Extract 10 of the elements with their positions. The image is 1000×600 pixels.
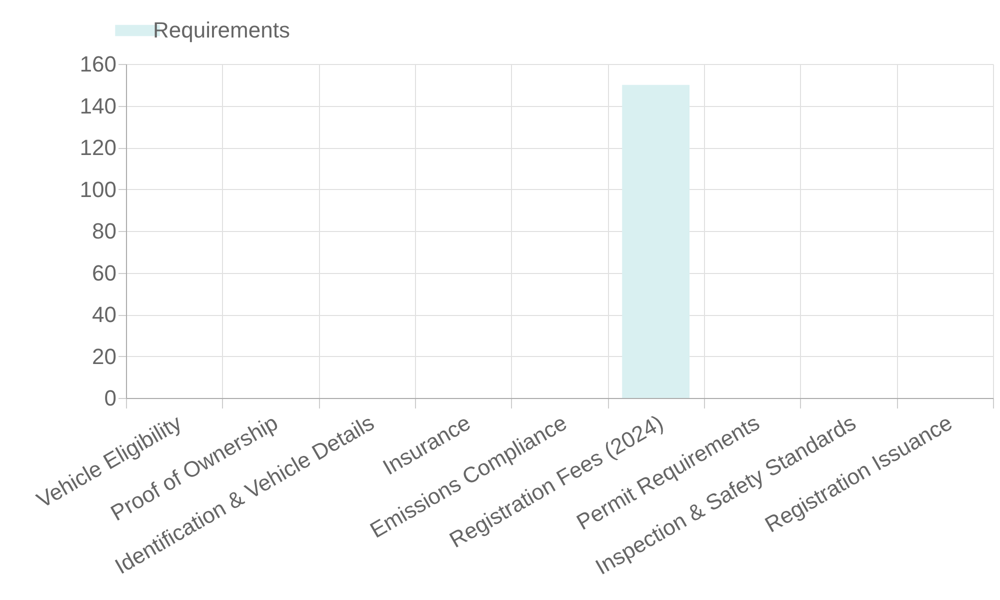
y-tick-label: 40 xyxy=(92,302,116,327)
y-tick-label: 160 xyxy=(80,52,116,76)
y-tick-label: 80 xyxy=(92,218,116,244)
y-tick-label: 0 xyxy=(104,386,116,410)
legend-label: Requirements xyxy=(153,18,290,42)
y-tick-label: 20 xyxy=(92,344,116,369)
y-tick-label: 60 xyxy=(92,260,116,286)
y-tick-label: 140 xyxy=(80,93,116,118)
y-tick-label: 120 xyxy=(80,135,116,160)
y-tick-label: 100 xyxy=(80,176,116,202)
